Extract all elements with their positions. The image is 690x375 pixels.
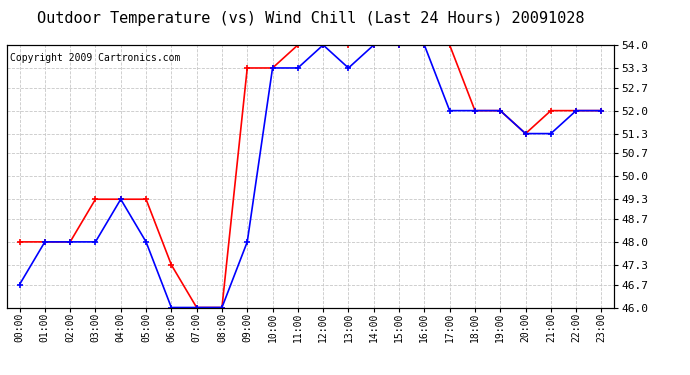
Text: Copyright 2009 Cartronics.com: Copyright 2009 Cartronics.com bbox=[10, 53, 180, 63]
Text: Outdoor Temperature (vs) Wind Chill (Last 24 Hours) 20091028: Outdoor Temperature (vs) Wind Chill (Las… bbox=[37, 11, 584, 26]
